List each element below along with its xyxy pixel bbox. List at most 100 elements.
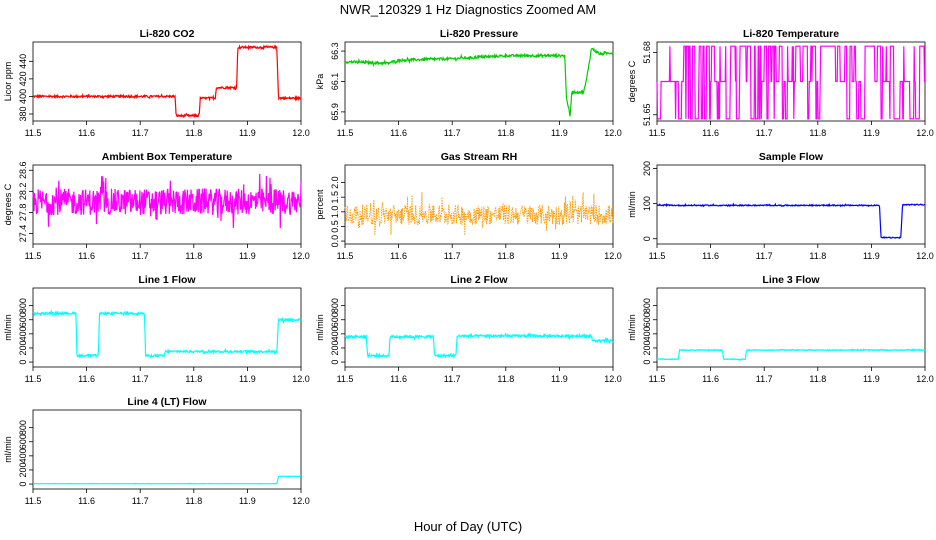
- x-tick-label: 11.7: [756, 374, 773, 384]
- y-tick-label: 600: [330, 312, 340, 327]
- x-tick-label: 11.6: [78, 496, 95, 506]
- y-tick-label: 28.6: [18, 162, 28, 180]
- y-tick-label: 200: [642, 340, 652, 355]
- panel-title: Gas Stream RH: [441, 151, 517, 163]
- panel-title: Line 2 Flow: [450, 274, 508, 286]
- x-tick-label: 11.9: [551, 374, 568, 384]
- y-axis-label: ml/min: [627, 191, 637, 218]
- panel-temp: Li-820 Temperature 11.5 11.6 11.7 11.8 11.9 12…: [627, 28, 934, 138]
- panel-title: Li-820 Pressure: [440, 28, 518, 40]
- y-axis-label: ml/min: [315, 314, 325, 341]
- y-tick-label: 200: [18, 462, 28, 477]
- plot-frame: [344, 287, 614, 368]
- x-tick-label: 11.7: [132, 496, 149, 506]
- x-tick-label: 11.9: [863, 128, 880, 138]
- series-line: [32, 475, 302, 485]
- figure-xlabel: Hour of Day (UTC): [414, 519, 522, 534]
- panel-title: Li-820 CO2: [140, 28, 195, 40]
- x-tick-label: 11.8: [185, 374, 202, 384]
- x-tick-label: 11.5: [25, 251, 42, 261]
- x-tick-label: 11.7: [756, 251, 773, 261]
- y-tick-label: 200: [642, 161, 652, 176]
- panel-sflow: Sample Flow 11.5 11.6 11.7 11.8 11.9 12.0 0 100 2…: [627, 151, 934, 261]
- x-tick-label: 11.7: [444, 251, 461, 261]
- y-tick-label: 27.8: [18, 204, 28, 222]
- x-tick-label: 11.7: [132, 374, 149, 384]
- figure-title: NWR_120329 1 Hz Diagnostics Zoomed AM: [340, 2, 597, 17]
- y-tick-label: 400: [642, 326, 652, 341]
- y-tick-label: 0: [642, 236, 652, 241]
- series-line: [344, 192, 614, 236]
- y-axis-label: percent: [315, 189, 325, 220]
- x-tick-label: 11.8: [809, 128, 826, 138]
- x-tick-label: 12.0: [604, 251, 622, 261]
- y-axis-label: ml/min: [3, 314, 13, 341]
- y-axis-label: Licor ppm: [3, 62, 13, 102]
- panel-title: Sample Flow: [759, 151, 824, 163]
- panel-title: Line 3 Flow: [762, 274, 820, 286]
- x-tick-label: 11.5: [25, 496, 42, 506]
- x-tick-label: 11.9: [863, 251, 880, 261]
- y-tick-label: 1.5: [330, 191, 340, 204]
- plot-frame: [656, 164, 926, 245]
- series-line: [656, 202, 926, 240]
- y-tick-label: 800: [642, 298, 652, 313]
- x-tick-label: 11.5: [25, 128, 42, 138]
- plot-frame: [32, 409, 302, 490]
- x-tick-label: 11.7: [444, 128, 461, 138]
- x-tick-label: 11.9: [239, 251, 256, 261]
- y-tick-label: 800: [330, 298, 340, 313]
- x-tick-label: 11.6: [78, 128, 95, 138]
- x-tick-label: 11.8: [497, 374, 514, 384]
- y-tick-label: 600: [18, 434, 28, 449]
- series-line: [32, 173, 302, 229]
- y-tick-label: 0: [18, 482, 28, 487]
- x-tick-label: 11.6: [702, 128, 719, 138]
- x-tick-label: 11.9: [239, 496, 256, 506]
- x-tick-label: 11.8: [185, 251, 202, 261]
- panel-title: Li-820 Temperature: [743, 28, 839, 40]
- plot-frame: [32, 41, 302, 122]
- series-line: [32, 309, 302, 359]
- y-tick-label: 200: [18, 340, 28, 355]
- x-tick-label: 11.8: [497, 128, 514, 138]
- y-tick-label: 65.9: [330, 103, 340, 121]
- y-tick-label: 0: [18, 360, 28, 365]
- x-tick-label: 11.5: [337, 251, 354, 261]
- y-tick-label: 600: [18, 312, 28, 327]
- x-tick-label: 11.8: [185, 128, 202, 138]
- y-tick-label: 1.0: [330, 206, 340, 219]
- x-tick-label: 11.8: [497, 251, 514, 261]
- series-line: [656, 348, 926, 361]
- y-tick-label: 440: [18, 54, 28, 69]
- x-tick-label: 12.0: [292, 251, 310, 261]
- y-tick-label: 2.0: [330, 176, 340, 189]
- x-tick-label: 11.8: [185, 496, 202, 506]
- x-tick-label: 12.0: [292, 128, 310, 138]
- x-tick-label: 11.8: [809, 251, 826, 261]
- y-tick-label: 0.0: [330, 235, 340, 248]
- y-axis-label: degrees C: [627, 60, 637, 102]
- x-tick-label: 11.5: [649, 251, 666, 261]
- y-tick-label: 0.5: [330, 220, 340, 233]
- y-tick-label: 66.1: [330, 73, 340, 91]
- series-line: [344, 47, 614, 117]
- panel-l2: Line 2 Flow 11.5 11.6 11.7 11.8 11.9 12.0 0 2004…: [315, 274, 622, 384]
- plot-frame: [344, 164, 614, 245]
- x-tick-label: 12.0: [292, 496, 310, 506]
- x-tick-label: 11.5: [25, 374, 42, 384]
- x-tick-label: 11.9: [863, 374, 880, 384]
- y-tick-label: 400: [18, 326, 28, 341]
- series-line: [33, 44, 302, 119]
- x-tick-label: 11.6: [78, 251, 95, 261]
- x-tick-label: 11.6: [78, 374, 95, 384]
- x-tick-label: 11.9: [239, 128, 256, 138]
- panel-boxtemp: Ambient Box Temperature 11.5 11.6 11.7 11.8 1…: [3, 151, 310, 261]
- y-tick-label: 0: [642, 360, 652, 365]
- panels: Li-820 CO2 11.5 11.6 11.7 11.8 11.9 12.0 380 400…: [3, 28, 934, 506]
- x-tick-label: 11.6: [390, 128, 407, 138]
- y-tick-label: 600: [642, 312, 652, 327]
- x-tick-label: 11.9: [239, 374, 256, 384]
- y-tick-label: 27.4: [18, 225, 28, 243]
- x-tick-label: 12.0: [292, 374, 310, 384]
